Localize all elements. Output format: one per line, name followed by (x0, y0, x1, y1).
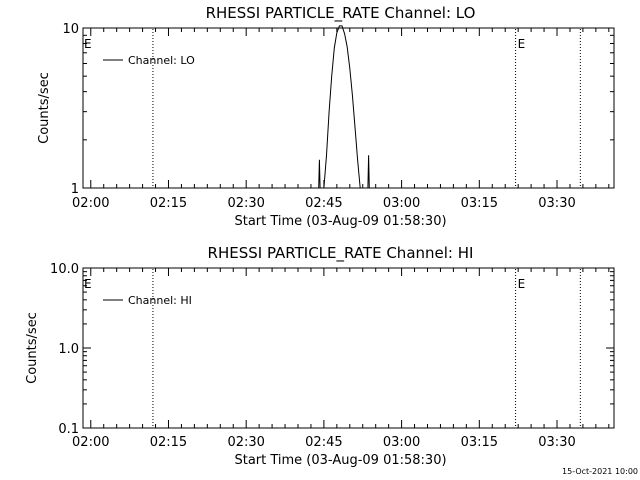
y-tick-label: 1 (71, 182, 79, 197)
x-tick-label: 02:30 (227, 435, 264, 450)
series-line-0 (367, 155, 370, 189)
series-line-0 (323, 25, 361, 189)
x-tick-label: 02:15 (150, 435, 187, 450)
x-tick-label: 03:30 (538, 435, 575, 450)
x-tick-label: 03:15 (461, 196, 498, 211)
series-line-0 (318, 159, 321, 189)
chart-panel-lo: RHESSI PARTICLE_RATE Channel: LO 02:00 02:… (37, 4, 615, 229)
y-tick-label: 0.1 (58, 422, 79, 437)
plot-frame (82, 27, 615, 189)
x-tick-label: 02:45 (305, 196, 342, 211)
legend-label: Channel: LO (128, 54, 195, 67)
x-tick-label: 03:00 (383, 196, 420, 211)
chart-panels: RHESSI PARTICLE_RATE Channel: LO 02:00 02:… (25, 4, 615, 468)
y-tick-label: 10.0 (50, 262, 79, 277)
x-tick-label: 03:30 (538, 196, 575, 211)
edge-event-label: E (84, 37, 92, 51)
event-label: E (518, 277, 526, 291)
event-label: E (518, 37, 526, 51)
y-axis-label: Counts/sec (37, 72, 52, 144)
chart-title: RHESSI PARTICLE_RATE Channel: LO (206, 4, 476, 23)
chart-panel-hi: RHESSI PARTICLE_RATE Channel: HI 02:00 02:… (25, 244, 615, 468)
generation-timestamp: 15-Oct-2021 10:00 (562, 467, 638, 476)
x-tick-label: 03:15 (461, 435, 498, 450)
y-axis-label: Counts/sec (25, 312, 40, 384)
chart-title: RHESSI PARTICLE_RATE Channel: HI (208, 244, 474, 263)
legend-label: Channel: HI (128, 294, 192, 307)
y-tick-label: 10 (62, 22, 79, 37)
x-tick-label: 02:00 (72, 196, 109, 211)
x-tick-label: 02:30 (227, 196, 264, 211)
x-axis-label: Start Time (03-Aug-09 01:58:30) (234, 214, 446, 229)
x-tick-label: 02:45 (305, 435, 342, 450)
x-tick-label: 02:15 (150, 196, 187, 211)
x-tick-label: 03:00 (383, 435, 420, 450)
y-tick-label: 1.0 (58, 342, 79, 357)
x-axis-label: Start Time (03-Aug-09 01:58:30) (234, 453, 446, 468)
x-tick-label: 02:00 (72, 435, 109, 450)
edge-event-label: E (84, 277, 92, 291)
